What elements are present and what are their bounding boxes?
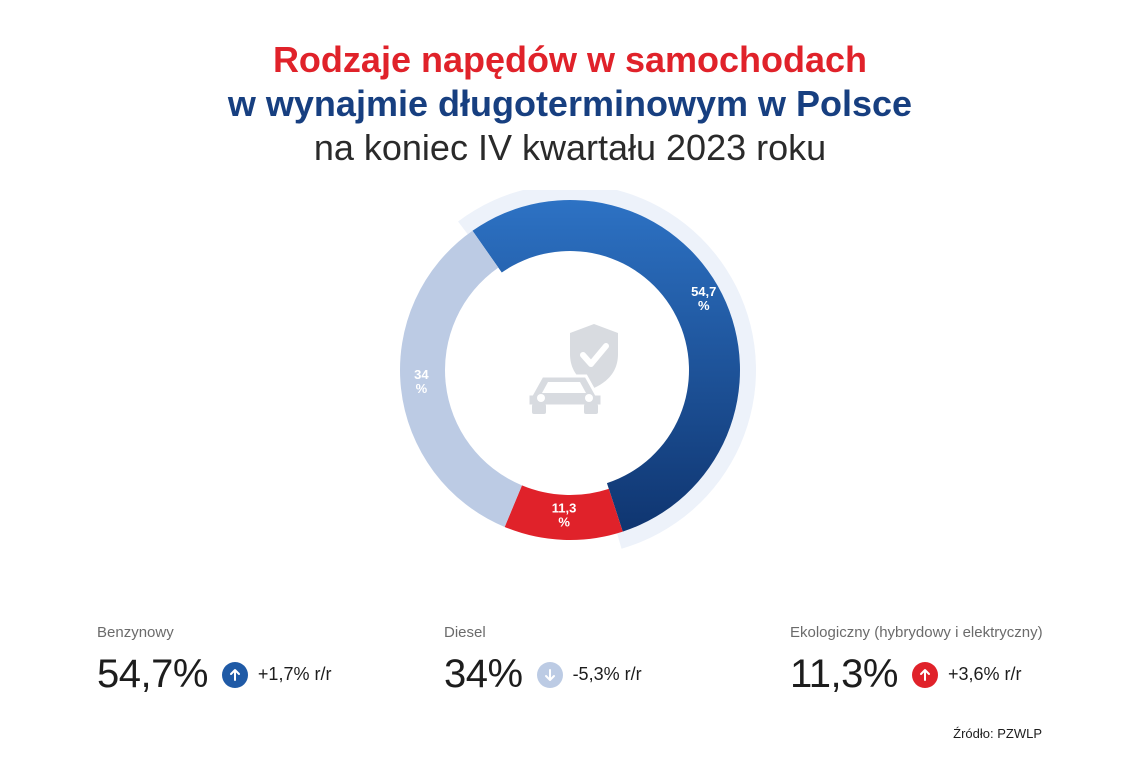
stat-label: Ekologiczny (hybrydowy i elektryczny): [790, 624, 1043, 641]
donut-slice-diesel: [399, 230, 522, 527]
chart-title-line2: w wynajmie długoterminowym w Polsce: [227, 83, 913, 124]
stat-benzynowy: Benzynowy 54,7% +1,7% r/r: [97, 624, 331, 697]
stat-value: 34%: [444, 652, 523, 696]
stat-diesel: Diesel 34% -5,3% r/r: [444, 624, 642, 697]
slice-label: 54,7%: [691, 284, 716, 313]
chart-subtitle: na koniec IV kwartału 2023 roku: [313, 127, 827, 168]
stat-change: +1,7% r/r: [257, 664, 332, 684]
slice-label: 34%: [414, 367, 429, 396]
arrow-up-icon: [221, 661, 248, 688]
source-note: Źródło: PZWLP: [953, 726, 1042, 741]
arrow-down-icon: [536, 661, 563, 688]
chart-title-line1: Rodzaje napędów w samochodach: [272, 39, 868, 80]
donut-slice-ekologiczny: [504, 485, 623, 541]
arrow-up-icon: [911, 661, 938, 688]
stat-change: -5,3% r/r: [572, 664, 642, 684]
stat-label: Diesel: [444, 624, 486, 641]
stat-value: 11,3%: [790, 652, 898, 696]
stat-label: Benzynowy: [97, 624, 174, 641]
title-block: Rodzaje napędów w samochodach w wynajmie…: [0, 38, 1140, 170]
stat-value: 54,7%: [97, 652, 208, 696]
stat-ekologiczny: Ekologiczny (hybrydowy i elektryczny) 11…: [790, 624, 1043, 697]
donut-slice-benzynowy: [472, 200, 740, 532]
donut-chart: 54,7 % 11,3 % 34%: [399, 190, 756, 549]
car-shield-check-icon: [526, 324, 618, 414]
slice-label: 11,3%: [552, 500, 577, 529]
stat-change: +3,6% r/r: [947, 664, 1022, 684]
